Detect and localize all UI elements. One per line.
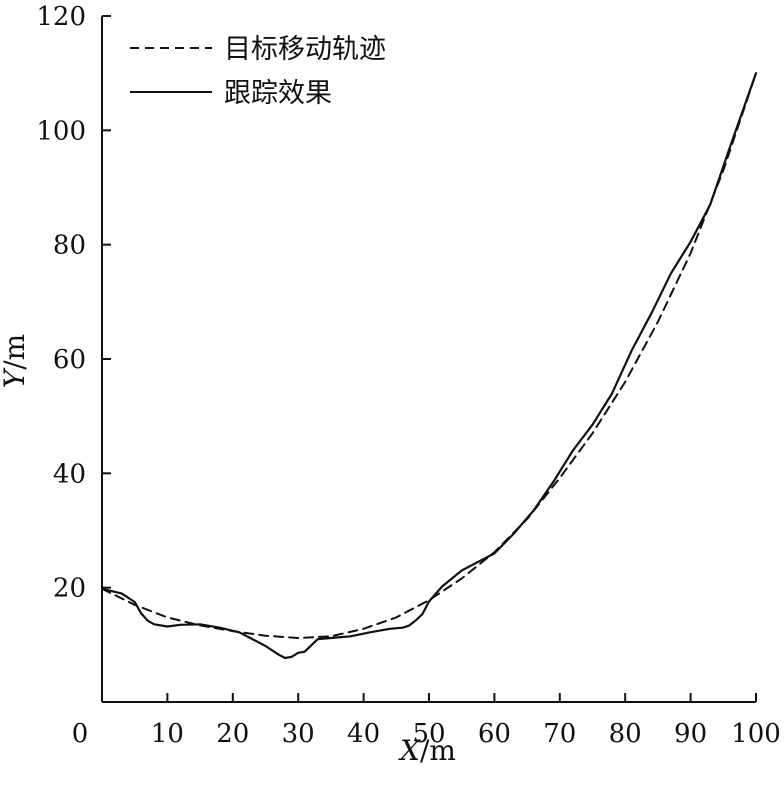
x-axis-variable: X <box>398 734 421 767</box>
y-axis-variable: Y <box>0 367 31 388</box>
series-line-target <box>101 72 757 639</box>
x-axis-title: X/m <box>398 734 456 767</box>
series-line-tracking <box>100 72 758 660</box>
y-tick-label: 80 <box>53 231 86 261</box>
y-tick-label: 40 <box>53 459 86 489</box>
y-tick-label: 120 <box>36 2 86 32</box>
y-axis-unit: /m <box>0 334 31 370</box>
series-group <box>100 72 758 660</box>
y-tick-label: 20 <box>53 574 86 604</box>
x-tick-label: 40 <box>347 719 380 749</box>
x-tick-label: 20 <box>216 719 249 749</box>
x-tick-label: 30 <box>282 719 315 749</box>
x-tick-label: 50 <box>412 719 445 749</box>
x-ticks: 0 10 20 30 40 50 60 70 80 90 100 <box>72 693 781 749</box>
x-tick-label: 60 <box>478 719 511 749</box>
x-tick-label: 80 <box>609 719 642 749</box>
x-tick-label: 10 <box>151 719 184 749</box>
x-tick-label: 90 <box>674 719 707 749</box>
legend-label-tracking: 跟踪效果 <box>224 78 332 109</box>
legend: 目标移动轨迹 跟踪效果 <box>130 34 386 109</box>
y-ticks: 20 40 60 80 100 120 <box>36 2 111 604</box>
legend-label-target: 目标移动轨迹 <box>224 34 386 65</box>
x-tick-label: 100 <box>731 719 781 749</box>
x-tick-label: 0 <box>72 719 89 749</box>
x-axis-unit: /m <box>420 734 456 767</box>
y-tick-label: 60 <box>53 345 86 375</box>
axes <box>101 16 756 703</box>
y-axis-title: Y/m <box>0 334 31 388</box>
x-tick-label: 70 <box>543 719 576 749</box>
y-tick-label: 100 <box>36 116 86 146</box>
